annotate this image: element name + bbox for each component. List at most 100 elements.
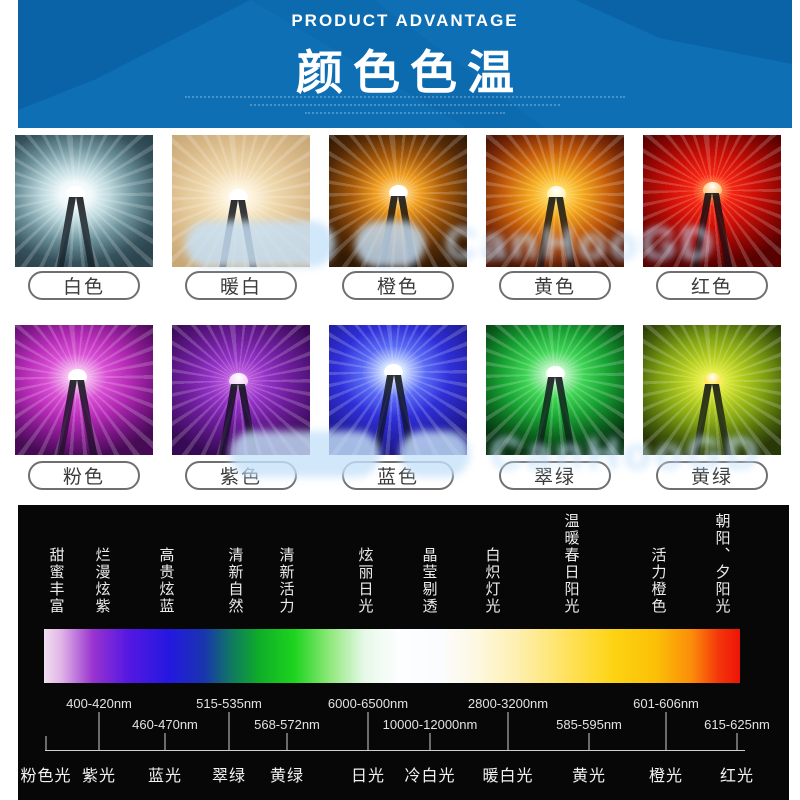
color-label-pill-emerald: 翠绿 — [499, 461, 611, 490]
color-label: 粉色 — [62, 467, 105, 488]
wavelength-label: 601-606nm — [633, 696, 699, 711]
led-dome — [228, 189, 248, 204]
header-banner: PRODUCT ADVANTAGE 颜色色温 — [18, 0, 792, 128]
mood-label: 清新自然 — [226, 547, 244, 615]
mood-label: 高贵炫蓝 — [157, 547, 175, 615]
color-label-pill-orange: 橙色 — [342, 271, 454, 300]
color-label-pill-white: 白色 — [28, 271, 140, 300]
led-silhouette — [691, 372, 733, 455]
led-legs — [691, 383, 733, 455]
led-photo-white — [15, 135, 153, 267]
led-photo-orange — [329, 135, 467, 267]
led-photo-blue — [329, 325, 467, 455]
led-legs — [377, 196, 419, 267]
led-silhouette — [691, 182, 733, 267]
axis-tick — [588, 733, 590, 750]
wavelength-label: 568-572nm — [254, 717, 320, 732]
mood-label: 温暖春日阳光 — [562, 513, 580, 615]
mood-label: 白炽灯光 — [483, 547, 501, 615]
wavelength-label: 10000-12000nm — [382, 717, 478, 732]
light-name: 粉色光 — [20, 768, 72, 785]
axis-line — [45, 750, 745, 751]
led-photo-purple — [172, 325, 310, 455]
header-kicker: PRODUCT ADVANTAGE — [291, 11, 519, 30]
led-legs — [217, 200, 259, 267]
mood-label: 甜蜜丰富 — [47, 547, 65, 615]
axis-tick — [429, 733, 431, 750]
led-silhouette — [373, 363, 415, 455]
decorative-dashed-line — [250, 104, 560, 106]
led-dome — [702, 372, 722, 387]
light-name: 黄绿 — [269, 768, 305, 785]
axis-tick — [45, 736, 47, 750]
color-label-pill-warm-white: 暖白 — [185, 271, 297, 300]
light-name: 冷白光 — [404, 768, 456, 785]
led-dome — [388, 185, 408, 200]
decorative-dashed-line — [305, 112, 505, 114]
led-legs — [534, 377, 576, 454]
wavelength-label: 6000-6500nm — [327, 696, 409, 711]
led-photo-emerald-green — [486, 325, 624, 455]
led-dome — [67, 369, 87, 383]
light-name: 暖白光 — [482, 768, 534, 785]
color-label-pill-purple: 紫色 — [185, 461, 297, 490]
mood-label: 晶莹剔透 — [420, 547, 438, 615]
led-legs — [535, 197, 577, 267]
led-photo-warm-white — [172, 135, 310, 267]
led-silhouette — [217, 189, 259, 267]
color-label: 暖白 — [219, 277, 262, 298]
axis-tick — [665, 712, 667, 750]
color-label: 紫色 — [219, 467, 262, 488]
led-glow-rays — [486, 325, 624, 455]
mood-label: 烂漫炫紫 — [93, 547, 111, 615]
light-name: 翠绿 — [211, 768, 247, 785]
led-legs — [373, 374, 415, 451]
light-name: 橙光 — [648, 768, 684, 785]
led-dome — [545, 366, 565, 381]
spectrum-panel: 甜蜜丰富 烂漫炫紫 高贵炫蓝 清新自然 清新活力 炫丽日光 晶莹剔透 白炽灯光 … — [18, 505, 789, 800]
color-label: 白色 — [62, 277, 105, 298]
led-dome — [384, 363, 404, 378]
axis-tick — [228, 712, 230, 750]
led-silhouette — [56, 369, 98, 455]
led-silhouette — [534, 366, 576, 455]
led-photo-yellow-green — [643, 325, 781, 455]
led-photo-pink — [15, 325, 153, 455]
led-dome — [228, 372, 248, 387]
light-name: 黄光 — [571, 768, 607, 785]
led-dome — [66, 186, 86, 201]
wavelength-label: 585-595nm — [556, 717, 622, 732]
mood-label: 活力橙色 — [649, 547, 667, 615]
wavelength-label: 615-625nm — [704, 717, 770, 732]
led-legs — [56, 380, 98, 455]
led-dome — [702, 182, 722, 197]
led-silhouette — [217, 372, 259, 455]
led-photo-red — [643, 135, 781, 267]
led-legs — [217, 383, 259, 455]
color-label-pill-blue: 蓝色 — [342, 461, 454, 490]
led-legs — [691, 193, 733, 267]
mood-label: 朝阳、夕阳光 — [713, 513, 731, 615]
led-glow-rays — [643, 325, 781, 455]
color-label-pill-yellow: 黄色 — [499, 271, 611, 300]
axis-tick — [286, 733, 288, 750]
color-label-pill-yellow-green: 黄绿 — [656, 461, 768, 490]
axis-tick — [736, 733, 738, 750]
spectrum-gradient-bar — [44, 629, 740, 683]
led-legs — [55, 197, 97, 267]
axis-tick — [98, 712, 100, 750]
page-title: 颜色色温 — [296, 46, 524, 99]
light-name: 蓝光 — [147, 768, 183, 785]
color-label: 橙色 — [376, 277, 419, 298]
axis-tick — [367, 712, 369, 750]
mood-label: 清新活力 — [277, 547, 295, 615]
wavelength-label: 400-420nm — [66, 696, 132, 711]
mood-label: 炫丽日光 — [356, 547, 374, 615]
light-name: 红光 — [719, 768, 755, 785]
decorative-dashed-line — [185, 96, 625, 98]
light-name: 紫光 — [81, 768, 117, 785]
color-label: 红色 — [690, 277, 733, 298]
led-glow-rays — [643, 135, 781, 267]
color-label-pill-pink: 粉色 — [28, 461, 140, 490]
color-label: 蓝色 — [376, 467, 419, 488]
